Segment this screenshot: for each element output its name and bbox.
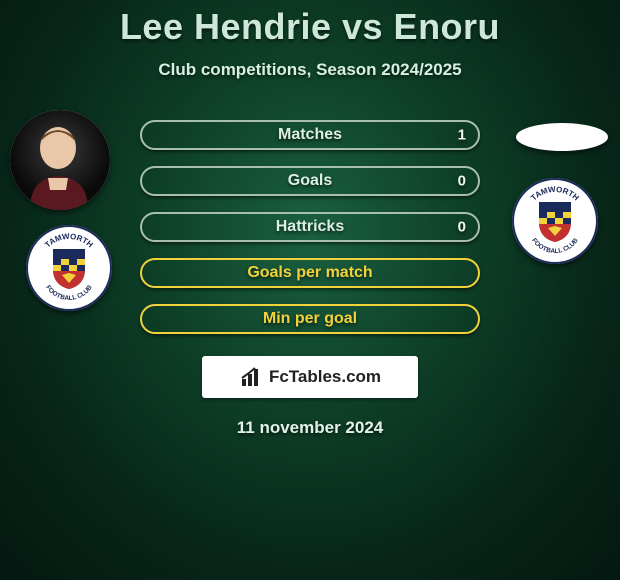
date-text: 11 november 2024 <box>0 418 620 438</box>
stat-pill-goals: 0 Goals <box>140 166 480 196</box>
stat-left-value: 0 <box>458 173 466 190</box>
stat-left-value: 1 <box>458 127 466 144</box>
bar-chart-icon <box>239 365 263 389</box>
footer-brand[interactable]: FcTables.com <box>202 356 418 398</box>
stat-label: Matches <box>278 126 342 144</box>
page-subtitle: Club competitions, Season 2024/2025 <box>0 60 620 80</box>
stat-row: Min per goal <box>0 302 620 336</box>
stat-row: 0 Hattricks <box>0 210 620 244</box>
stat-pill-matches: 1 Matches <box>140 120 480 150</box>
stat-label: Goals per match <box>247 264 372 282</box>
stat-row: Goals per match <box>0 256 620 290</box>
stat-pill-hattricks: 0 Hattricks <box>140 212 480 242</box>
stat-label: Hattricks <box>276 218 344 236</box>
stat-row: 1 Matches <box>0 118 620 152</box>
stats-container: 1 Matches 0 Goals 0 Hattricks Goals per … <box>0 118 620 336</box>
stat-pill-gpm: Goals per match <box>140 258 480 288</box>
stat-label: Min per goal <box>263 310 357 328</box>
stat-label: Goals <box>288 172 332 190</box>
footer-brand-text: FcTables.com <box>269 367 381 387</box>
page-title: Lee Hendrie vs Enoru <box>0 0 620 48</box>
stat-pill-mpg: Min per goal <box>140 304 480 334</box>
stat-row: 0 Goals <box>0 164 620 198</box>
stat-left-value: 0 <box>458 219 466 236</box>
